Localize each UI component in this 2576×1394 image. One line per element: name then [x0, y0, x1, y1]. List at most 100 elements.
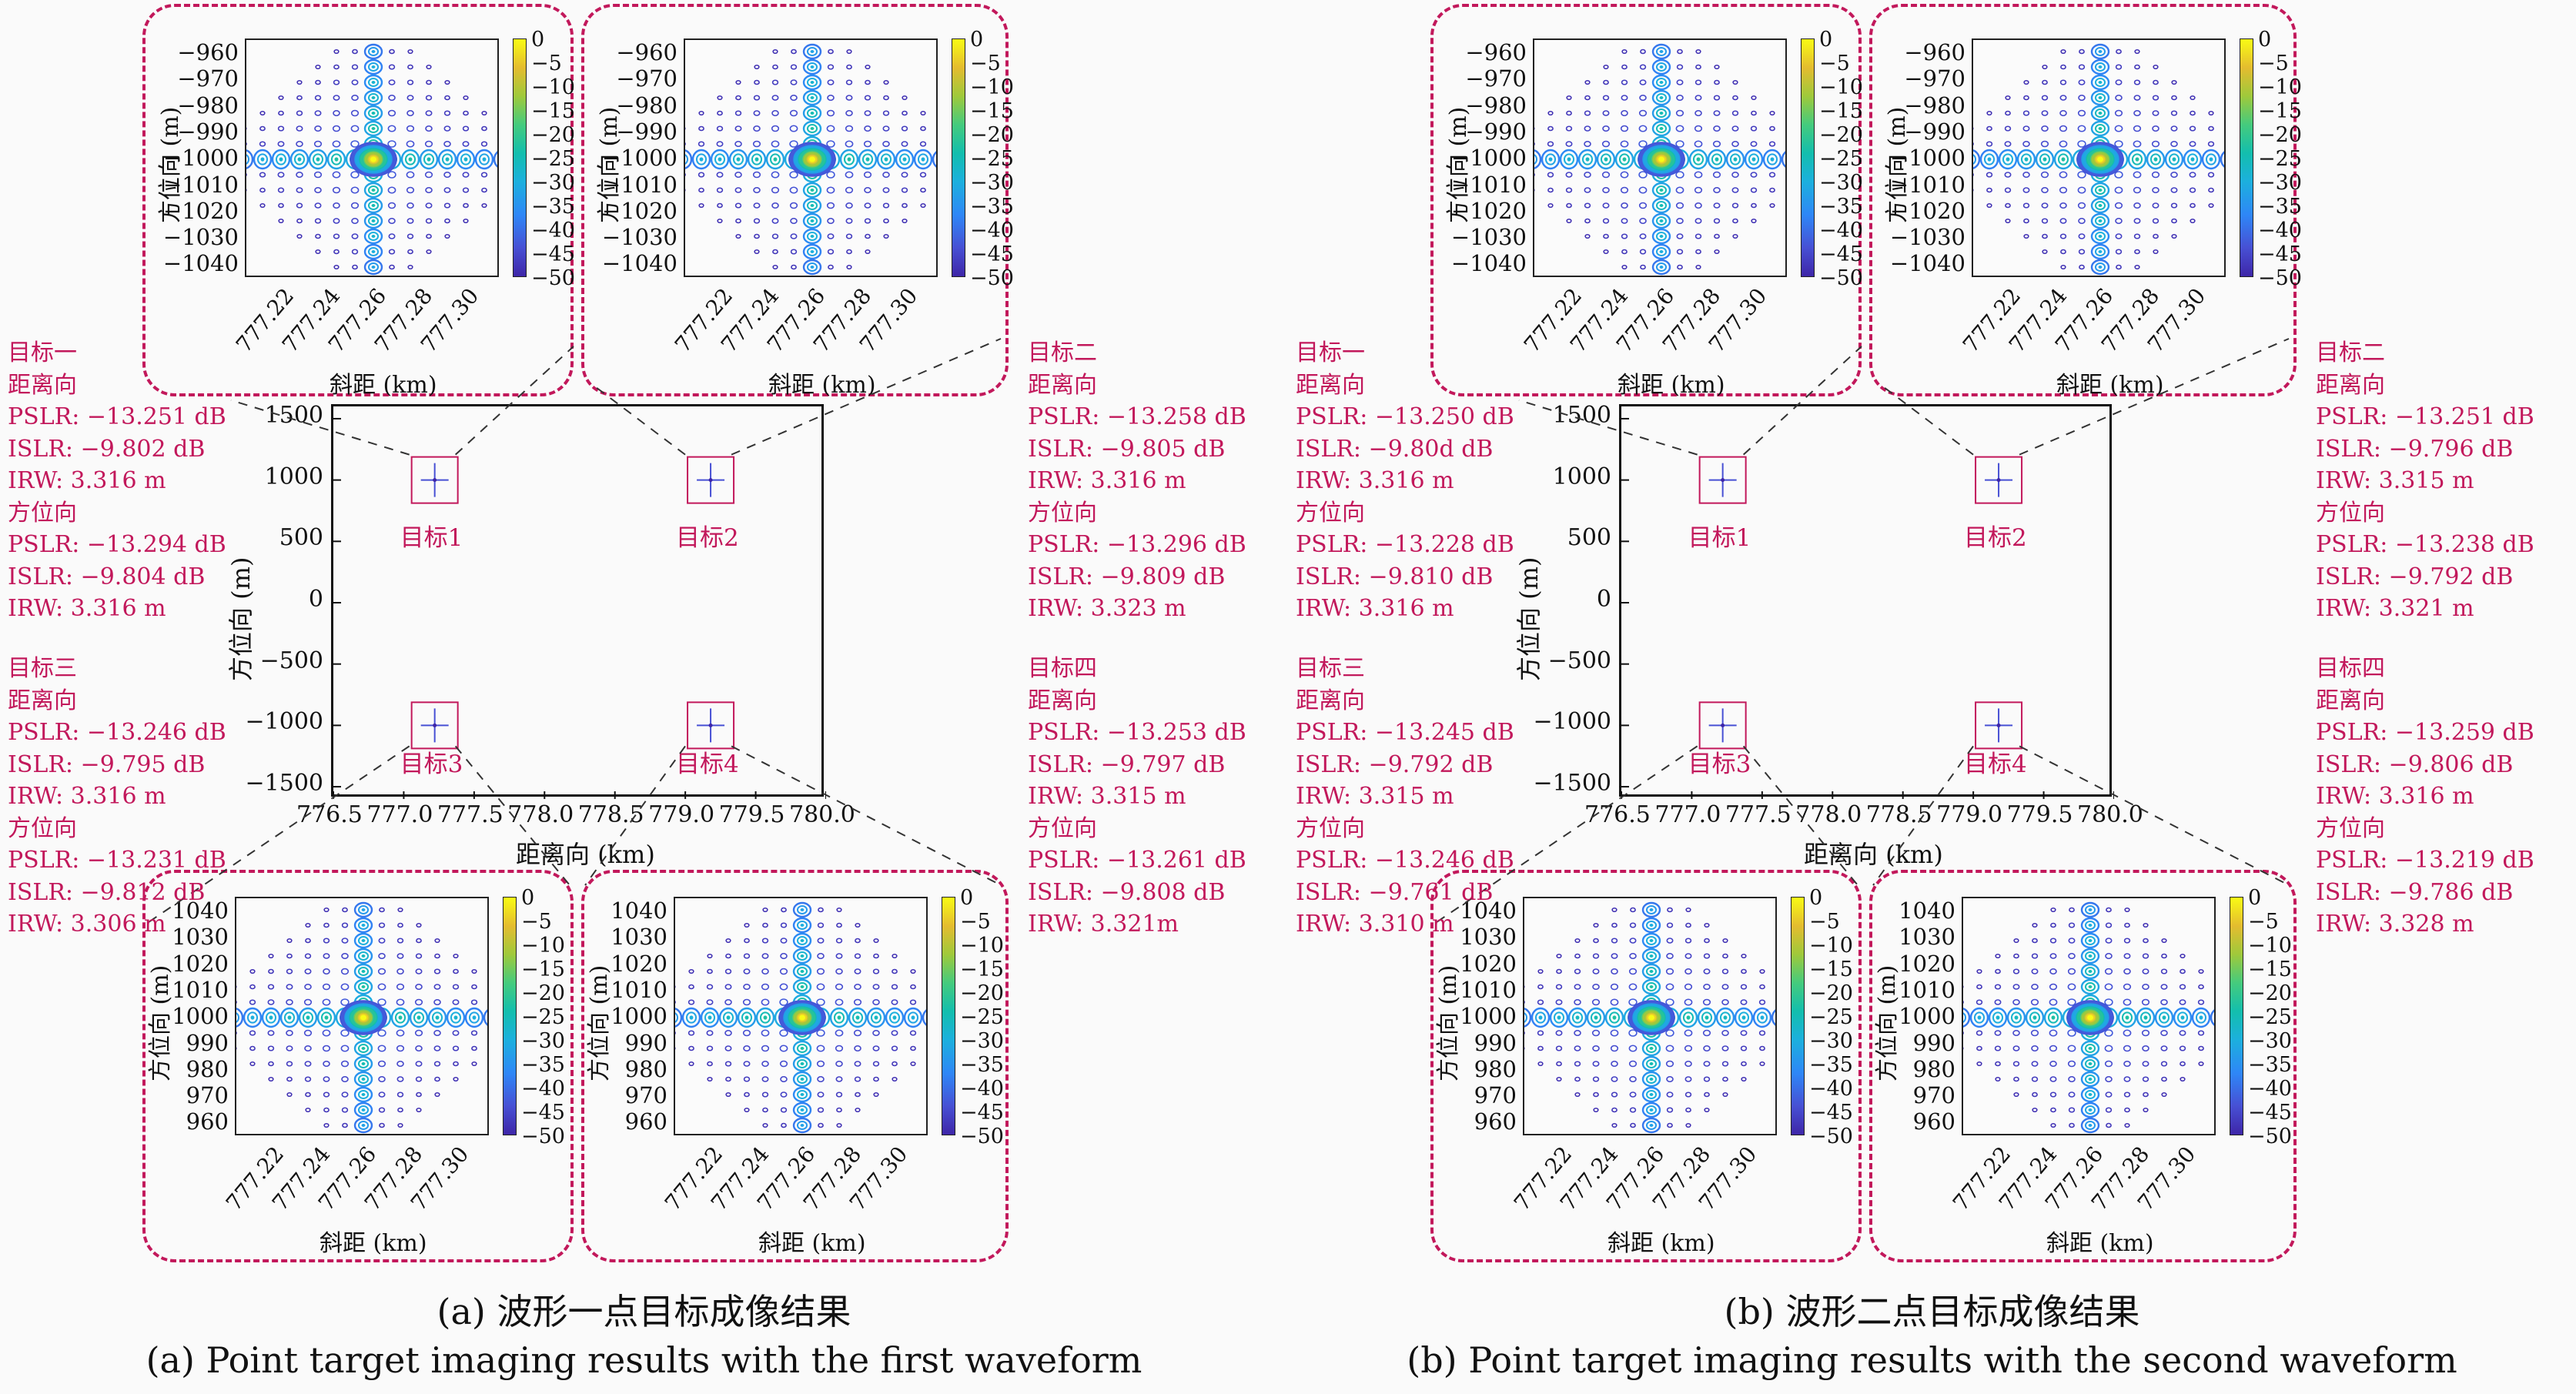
sidelobe-contour: [724, 1045, 732, 1051]
sidelobe-contour: [2105, 1107, 2113, 1113]
sidelobe-contour: [1581, 153, 1594, 165]
sidelobe-contour: [2123, 953, 2131, 959]
sidelobe-contour: [2180, 968, 2186, 974]
sidelobe-contour: [687, 999, 695, 1005]
sidelobe-contour: [396, 1076, 404, 1082]
sidelobe-core: [260, 157, 265, 162]
sidelobe-contour: [718, 1007, 738, 1028]
sidelobe-contour: [2116, 264, 2122, 270]
sidelobe-contour: [1688, 149, 1708, 170]
sidelobe-contour: [2077, 140, 2086, 148]
sidelobe-core: [800, 908, 805, 911]
sidelobe-core: [810, 219, 815, 222]
sidelobe-contour: [2115, 94, 2123, 102]
sidelobe-contour: [845, 125, 854, 132]
colorbar-tick: −35: [970, 195, 1014, 219]
sidelobe-contour: [2012, 1061, 2020, 1067]
sidelobe-contour: [1555, 984, 1563, 990]
colorbar-tick: −45: [1809, 1101, 1853, 1125]
sidelobe-core: [2199, 1015, 2203, 1020]
sidelobe-contour: [265, 1011, 277, 1024]
sidelobe-contour: [367, 109, 380, 118]
sidelobe-contour: [340, 983, 350, 991]
sidelobe-contour: [296, 79, 303, 85]
sidelobe-contour: [1537, 1045, 1544, 1051]
sidelobe-contour: [1611, 1076, 1618, 1082]
sidelobe-contour: [333, 95, 340, 101]
sidelobe-contour: [406, 79, 414, 85]
sidelobe-contour: [1534, 149, 1542, 169]
sidelobe-contour: [855, 1091, 861, 1098]
sidelobe-contour: [796, 982, 808, 991]
zoom-ytick: 1010: [1899, 976, 1955, 1003]
sidelobe-contour: [1621, 218, 1628, 224]
sidelobe-core: [482, 157, 487, 162]
sidelobe-contour: [453, 1076, 459, 1082]
sidelobe-contour: [1641, 1055, 1661, 1072]
sidelobe-contour: [2114, 140, 2123, 148]
sidelobe-contour: [892, 1076, 898, 1082]
colorbar-tick: −25: [521, 1005, 565, 1029]
sidelobe-contour: [2208, 202, 2214, 209]
sidelobe-contour: [2090, 259, 2110, 276]
sidelobe-core: [1659, 127, 1664, 130]
sidelobe-contour: [312, 153, 324, 165]
sidelobe-contour: [707, 953, 713, 959]
sidelobe-contour: [1602, 110, 1610, 116]
sidelobe-contour: [1694, 79, 1702, 85]
sidelobe-contour: [716, 187, 724, 193]
sidelobe-contour: [2068, 938, 2076, 944]
main-ytick: −1500: [1533, 770, 1611, 797]
target-label-1: 目标1: [400, 523, 463, 552]
sidelobe-contour: [2042, 233, 2048, 239]
target-box-3: [1698, 701, 1747, 750]
sidelobe-contour: [752, 140, 761, 148]
colorbar-tick: −35: [531, 195, 575, 219]
zoom-image-box: [1962, 897, 2216, 1135]
stats-azimuth-line: ISLR: −9.812 dB: [8, 878, 206, 906]
sidelobe-contour: [789, 202, 798, 209]
sidelobe-contour: [433, 984, 441, 990]
sidelobe-contour: [2090, 120, 2110, 137]
sidelobe-contour: [1603, 249, 1609, 255]
sidelobe-contour: [902, 202, 908, 209]
sidelobe-contour: [724, 1029, 732, 1037]
colorbar-tick: −20: [521, 981, 565, 1005]
sidelobe-contour: [350, 125, 360, 132]
sidelobe-contour: [351, 79, 359, 85]
sidelobe-contour: [2084, 936, 2096, 945]
sidelobe-core: [398, 1015, 403, 1020]
target-stats-3: 目标三 距离向 PSLR: −13.246 dB ISLR: −9.795 dB IRW…: [8, 653, 226, 941]
sidelobe-contour: [1713, 95, 1721, 101]
sidelobe-contour: [725, 1076, 731, 1082]
sidelobe-core: [287, 1015, 292, 1020]
sidelobe-contour: [898, 153, 911, 165]
sidelobe-contour: [2047, 1011, 2059, 1024]
sidelobe-contour: [1621, 233, 1628, 239]
sidelobe-contour: [2078, 217, 2086, 225]
sidelobe-contour: [743, 1076, 751, 1082]
sidelobe-contour: [1651, 59, 1671, 75]
sidelobe-contour: [363, 182, 383, 199]
zoom-ytick: −1000: [162, 145, 239, 172]
colorbar-tick: −20: [531, 123, 575, 147]
sidelobe-contour: [2124, 1107, 2130, 1113]
sidelobe-contour: [1722, 1076, 1728, 1082]
sidelobe-core: [1659, 96, 1664, 99]
sidelobe-contour: [817, 1091, 825, 1098]
sidelobe-contour: [396, 998, 405, 1006]
sidelobe-contour: [796, 1121, 808, 1130]
sidelobe-core: [1987, 157, 1992, 162]
sidelobe-contour: [1630, 1122, 1636, 1128]
zoom-ytick: 990: [624, 1029, 667, 1056]
sidelobe-contour: [1591, 998, 1601, 1006]
sidelobe-contour: [2013, 1076, 2019, 1082]
sidelobe-core: [1585, 157, 1590, 162]
stats-azimuth-line: ISLR: −9.810 dB: [1296, 563, 1494, 590]
sidelobe-contour: [2039, 153, 2051, 165]
colorbar-tick: 0: [521, 886, 535, 910]
sidelobe-contour: [743, 983, 751, 991]
sidelobe-contour: [845, 218, 853, 224]
sidelobe-contour: [332, 125, 341, 132]
sidelobe-contour: [2153, 79, 2159, 85]
